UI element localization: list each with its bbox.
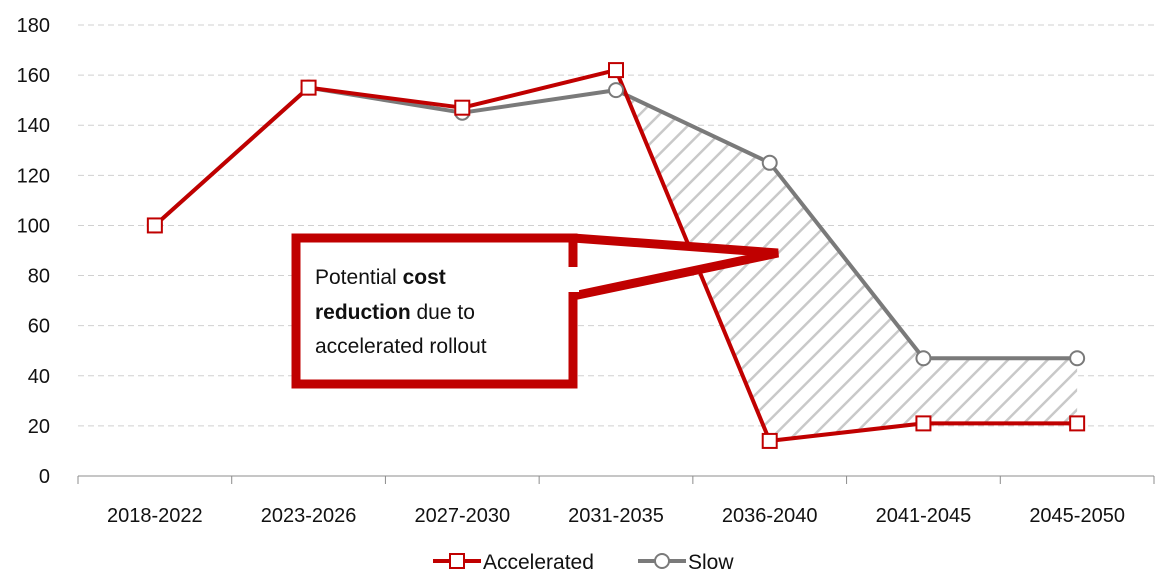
- callout-text-line-1: Potential cost: [315, 266, 446, 289]
- x-tick-label: 2023-2026: [261, 505, 357, 527]
- data-point-accelerated: [300, 79, 317, 96]
- data-point-accelerated: [761, 432, 778, 449]
- callout-box: [291, 233, 578, 389]
- y-tick-label: 100: [17, 215, 50, 237]
- x-tick-label: 2018-2022: [107, 505, 203, 527]
- data-point-accelerated: [454, 99, 471, 116]
- data-point-slow: [1069, 350, 1086, 367]
- y-tick-label: 60: [28, 316, 50, 338]
- legend-accelerated-label: Accelerated: [483, 551, 594, 571]
- series-markers: [146, 62, 1086, 449]
- legend-slow-label: Slow: [688, 551, 734, 571]
- x-tick-label: 2045-2050: [1029, 505, 1125, 527]
- y-tick-label: 120: [17, 165, 50, 187]
- x-tick-label: 2041-2045: [876, 505, 972, 527]
- data-point-accelerated: [1069, 415, 1086, 432]
- y-tick-label: 140: [17, 115, 50, 137]
- data-point-slow: [608, 82, 624, 99]
- data-point-slow: [915, 350, 932, 367]
- y-axis-tick-labels: 0 20 40 60 80 100 120 140 160 180: [17, 15, 50, 488]
- callout-pointer-mask: [567, 267, 579, 292]
- x-tick-label: 2036-2040: [722, 505, 818, 527]
- y-tick-label: 180: [17, 15, 50, 37]
- callout-line-1-plain: Potential: [315, 266, 403, 289]
- callout-text-line-2: reduction due to: [315, 301, 475, 324]
- data-point-accelerated: [146, 217, 163, 234]
- legend-slow-marker: [654, 553, 670, 569]
- y-tick-label: 0: [39, 466, 50, 488]
- data-point-accelerated: [608, 62, 624, 79]
- y-tick-label: 40: [28, 366, 50, 388]
- legend: Accelerated Slow: [433, 551, 734, 571]
- callout-line-2-plain: due to: [411, 301, 475, 324]
- data-point-accelerated: [915, 415, 932, 432]
- callout-line-2-bold: reduction: [315, 301, 411, 324]
- data-point-slow: [761, 154, 778, 171]
- x-tick-label: 2031-2035: [568, 505, 664, 527]
- y-tick-label: 20: [28, 416, 50, 438]
- y-tick-label: 80: [28, 266, 50, 288]
- y-tick-label: 160: [17, 65, 50, 87]
- callout-pointer: [572, 233, 779, 301]
- x-axis: [77, 475, 1155, 484]
- legend-accelerated-marker: [449, 553, 465, 569]
- callout-text-line-3: accelerated rollout: [315, 335, 487, 358]
- cost-reduction-callout: Potential cost reduction due to accelera…: [291, 233, 779, 389]
- x-tick-label: 2027-2030: [414, 505, 510, 527]
- callout-line-1-bold: cost: [403, 266, 446, 289]
- x-axis-tick-labels: 2018-2022 2023-2026 2027-2030 2031-2035 2036…: [107, 505, 1125, 527]
